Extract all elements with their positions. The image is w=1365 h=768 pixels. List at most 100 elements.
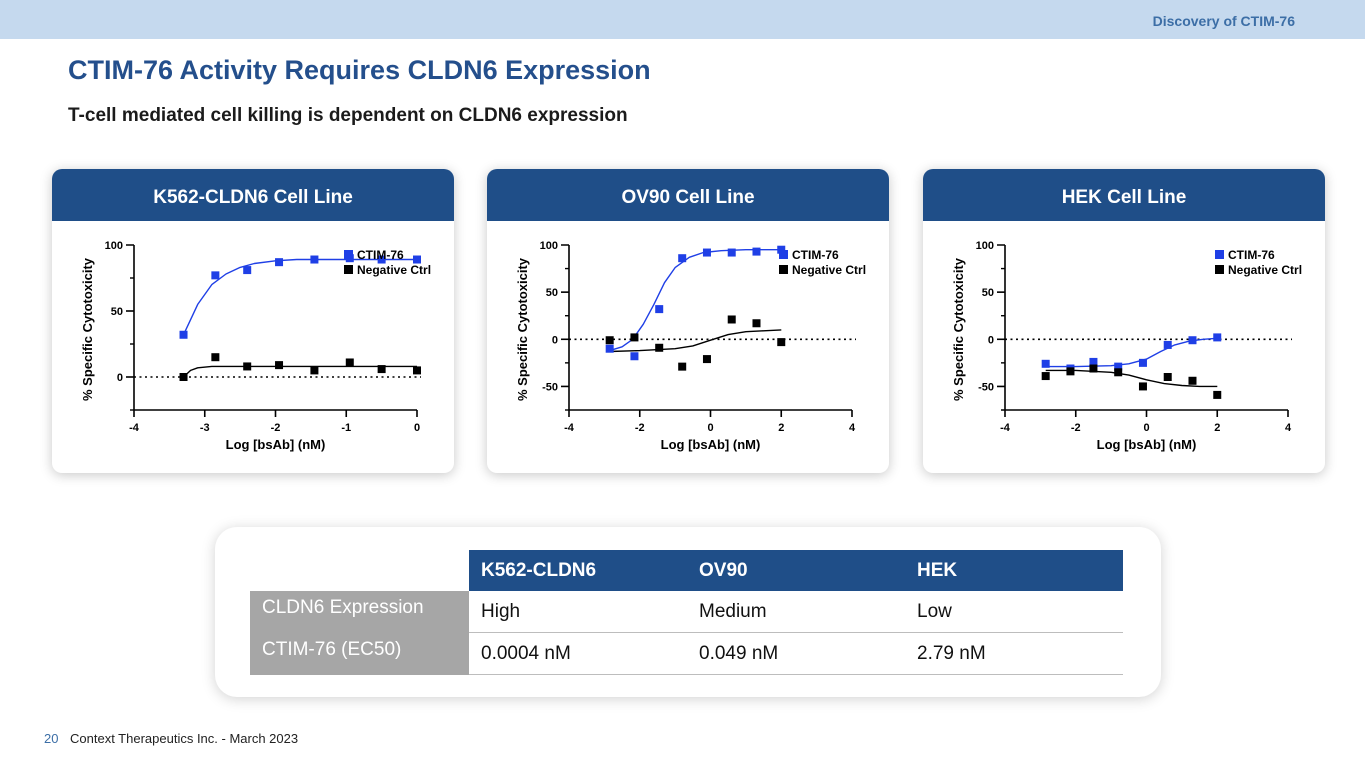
data-point-negative-ctrl	[752, 319, 761, 328]
x-tick-label: 0	[414, 422, 420, 434]
row-header: CTIM-76 (EC50)	[250, 632, 469, 675]
table-header-row: K562-CLDN6 OV90 HEK	[250, 550, 1123, 591]
fit-curve-negative-ctrl	[609, 329, 782, 353]
data-point-negative-ctrl	[605, 336, 614, 345]
x-tick-label: -4	[129, 422, 140, 434]
y-tick-label: 0	[988, 334, 994, 346]
data-point-ctim76	[1213, 333, 1222, 342]
data-point-ctim76	[243, 266, 252, 275]
table-cell: Medium	[687, 591, 905, 633]
data-point-negative-ctrl	[1041, 372, 1050, 381]
chart-card-k562: K562-CLDN6 Cell Line 0 50 100 -4 -3 -2 -1 0 Log …	[52, 169, 454, 473]
y-tick-label: 50	[546, 287, 558, 299]
y-tick-label: 100	[976, 240, 994, 252]
legend-label-ctim76: CTIM-76	[357, 248, 404, 262]
data-point-negative-ctrl	[1138, 382, 1147, 391]
column-header: K562-CLDN6	[469, 550, 687, 591]
data-point-negative-ctrl	[1163, 373, 1172, 381]
chart-k562: 0 50 100 -4 -3 -2 -1 0 Log [bsAb] (nM) % Specific…	[80, 240, 431, 452]
table-row: CTIM-76 (EC50) 0.0004 nM 0.049 nM 2.79 n…	[250, 632, 1123, 675]
data-point-ctim76	[752, 247, 761, 256]
data-point-negative-ctrl	[1066, 367, 1075, 376]
fit-curve-ctim76	[182, 258, 417, 336]
table-cell: 2.79 nM	[905, 632, 1123, 675]
legend-swatch-ctim76	[1215, 250, 1224, 259]
x-axis-label: Log [bsAb] (nM)	[226, 437, 326, 452]
x-tick-label: 0	[707, 422, 713, 434]
data-point-ctim76	[702, 248, 711, 257]
legend-swatch-ctim76	[779, 250, 788, 259]
x-tick-label: 4	[849, 422, 856, 434]
data-point-negative-ctrl	[727, 315, 736, 324]
y-tick-label: 100	[540, 240, 558, 252]
data-point-negative-ctrl	[655, 343, 664, 352]
table-cell: Low	[905, 591, 1123, 633]
fit-curve-negative-ctrl	[183, 365, 417, 378]
data-point-negative-ctrl	[1089, 364, 1098, 373]
y-axis-label: % Specific Cytotoxicity	[80, 257, 95, 401]
chart-card-title: HEK Cell Line	[923, 169, 1325, 221]
x-axis-label: Log [bsAb] (nM)	[1097, 437, 1197, 452]
data-point-ctim76	[1163, 340, 1172, 349]
page-number: 20	[44, 731, 59, 746]
data-point-ctim76	[413, 255, 421, 264]
legend-label-ctim76: CTIM-76	[792, 248, 839, 262]
data-point-ctim76	[377, 255, 386, 264]
data-point-negative-ctrl	[678, 362, 687, 371]
data-point-negative-ctrl	[377, 365, 386, 374]
x-tick-label: -1	[341, 422, 351, 434]
x-tick-label: -2	[635, 422, 645, 434]
data-point-negative-ctrl	[310, 366, 319, 375]
data-point-negative-ctrl	[630, 333, 639, 342]
data-point-negative-ctrl	[777, 338, 786, 347]
y-axis-label: % Specific Cytotoxicity	[951, 257, 966, 401]
x-tick-label: 0	[1143, 422, 1149, 434]
data-point-negative-ctrl	[702, 355, 711, 364]
chart-ov90: -50 0 50 100 -4 -2 0 2 4 Log [bsAb] (nM) % Specifi…	[515, 240, 866, 452]
fit-curve-negative-ctrl	[1045, 369, 1218, 388]
column-header: OV90	[687, 550, 905, 591]
data-point-ctim76	[1188, 336, 1197, 345]
data-point-negative-ctrl	[243, 362, 252, 371]
data-point-negative-ctrl	[1114, 368, 1123, 377]
x-tick-label: 4	[1285, 422, 1292, 434]
legend-swatch-ctim76	[344, 250, 353, 259]
data-point-ctim76	[1138, 358, 1147, 367]
x-tick-label: -2	[271, 422, 281, 434]
chart-card-title: K562-CLDN6 Cell Line	[52, 169, 454, 221]
data-point-ctim76	[777, 245, 786, 254]
page-title: CTIM-76 Activity Requires CLDN6 Expressi…	[68, 55, 651, 85]
x-tick-label: 2	[1214, 422, 1220, 434]
data-point-ctim76	[1114, 362, 1123, 371]
data-point-negative-ctrl	[179, 373, 188, 381]
chart-card-ov90: OV90 Cell Line -50 0 50 100 -4 -2 0 2 4 Log [bsAb…	[487, 169, 889, 473]
table-row: CLDN6 Expression High Medium Low	[250, 591, 1123, 633]
y-tick-label: -50	[978, 381, 994, 393]
legend-swatch-negative-ctrl	[779, 265, 788, 274]
chart-hek: -50 0 50 100 -4 -2 0 2 4 Log [bsAb] (nM) % Specifi…	[951, 240, 1302, 452]
legend-label-negative-ctrl: Negative Ctrl	[1228, 263, 1302, 277]
data-point-negative-ctrl	[1213, 390, 1222, 399]
data-point-negative-ctrl	[413, 366, 421, 375]
y-tick-label: 0	[117, 372, 123, 384]
top-banner: Discovery of CTIM-76	[0, 0, 1365, 39]
data-point-negative-ctrl	[345, 358, 354, 367]
x-tick-label: 2	[778, 422, 784, 434]
chart-card-hek: HEK Cell Line -50 0 50 100 -4 -2 0 2 4 Log [bsAb]…	[923, 169, 1325, 473]
data-point-negative-ctrl	[1188, 376, 1197, 385]
legend-swatch-negative-ctrl	[1215, 265, 1224, 274]
table-cell: 0.0004 nM	[469, 632, 687, 675]
y-tick-label: 50	[111, 306, 123, 318]
data-point-ctim76	[275, 258, 284, 267]
x-tick-label: -3	[200, 422, 210, 434]
legend-swatch-negative-ctrl	[344, 265, 353, 274]
column-header: HEK	[905, 550, 1123, 591]
data-point-ctim76	[655, 305, 664, 314]
chart-card-title: OV90 Cell Line	[487, 169, 889, 221]
legend-label-negative-ctrl: Negative Ctrl	[792, 263, 866, 277]
footer-text: Context Therapeutics Inc. - March 2023	[70, 731, 299, 746]
data-point-ctim76	[1041, 359, 1050, 368]
data-point-ctim76	[310, 255, 319, 264]
table-corner	[250, 550, 469, 591]
data-point-negative-ctrl	[211, 353, 220, 362]
